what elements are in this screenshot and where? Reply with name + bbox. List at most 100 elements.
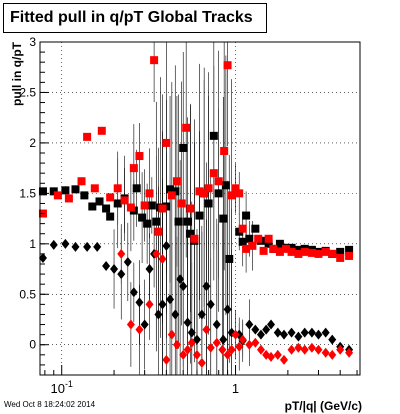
data-point-square	[248, 241, 257, 250]
data-point-diamond	[158, 299, 167, 310]
data-point-square	[242, 244, 251, 253]
y-tick-label: 0	[29, 338, 36, 352]
data-point-square	[238, 237, 247, 246]
data-point-square	[182, 123, 191, 132]
data-point-square	[120, 196, 129, 205]
data-point-diamond	[93, 241, 102, 252]
data-point-square	[345, 251, 354, 260]
data-point-diamond	[172, 339, 181, 350]
data-point-diamond	[321, 347, 330, 358]
data-point-square	[307, 248, 316, 257]
data-point-diamond	[245, 319, 254, 330]
y-tick-label: 1	[29, 237, 36, 251]
data-point-diamond	[183, 344, 192, 355]
data-point-square	[245, 234, 254, 243]
data-point-diamond	[162, 354, 171, 365]
data-point-diamond	[267, 351, 276, 362]
x-tick-label: 10-1	[50, 379, 72, 396]
data-point-square	[336, 253, 345, 262]
data-point-diamond	[202, 281, 211, 292]
data-point-diamond	[123, 256, 132, 267]
data-point-square	[328, 249, 337, 258]
data-point-square	[264, 239, 273, 248]
data-point-diamond	[71, 241, 80, 252]
data-point-square	[251, 224, 260, 233]
data-point-square	[214, 189, 223, 198]
y-tick-label: 2.5	[19, 85, 36, 99]
data-point-diamond	[300, 327, 309, 338]
data-point-square	[190, 234, 199, 243]
data-point-diamond	[129, 287, 138, 298]
data-point-diamond	[328, 334, 337, 345]
data-point-square	[314, 249, 323, 258]
data-point-square	[129, 164, 138, 173]
data-point-diamond	[179, 281, 188, 292]
data-point-square	[219, 214, 228, 223]
data-point-diamond	[314, 329, 323, 340]
data-point-diamond	[267, 319, 276, 330]
data-point-square	[281, 244, 290, 253]
data-point-square	[106, 212, 115, 221]
data-point-square	[135, 152, 144, 161]
data-point-diamond	[251, 337, 260, 348]
data-point-diamond	[307, 342, 316, 353]
data-point-square	[167, 191, 176, 200]
data-point-square	[294, 249, 303, 258]
data-point-square	[220, 146, 229, 155]
data-point-square	[209, 169, 218, 178]
data-point-square	[287, 247, 296, 256]
data-point-square	[174, 217, 183, 226]
data-point-diamond	[262, 324, 271, 335]
y-tick-label: 1.5	[19, 186, 36, 200]
data-point-diamond	[135, 297, 144, 308]
data-point-diamond	[202, 324, 211, 335]
data-point-diamond	[110, 264, 119, 275]
data-point-square	[275, 247, 284, 256]
data-point-square	[186, 229, 195, 238]
data-point-diamond	[345, 347, 354, 358]
data-point-square	[171, 187, 180, 196]
data-point-diamond	[256, 344, 265, 355]
data-point-diamond	[187, 337, 196, 348]
data-point-square	[177, 199, 186, 208]
data-point-square	[77, 177, 86, 186]
data-point-diamond	[235, 341, 244, 352]
plot-frame	[39, 41, 361, 376]
y-axis-label: pull in q/pT	[10, 41, 24, 106]
data-point-square	[242, 211, 251, 220]
data-point-square	[113, 199, 122, 208]
data-point-diamond	[238, 334, 247, 345]
data-point-square	[294, 245, 303, 254]
data-point-square	[106, 193, 115, 202]
data-point-square	[61, 186, 70, 195]
data-point-square	[140, 201, 149, 210]
data-point-square	[275, 239, 284, 248]
data-point-diamond	[83, 241, 92, 252]
data-point-diamond	[231, 329, 240, 340]
data-point-square	[147, 201, 156, 210]
data-point-square	[238, 224, 247, 233]
data-point-diamond	[49, 239, 58, 250]
data-point-square	[179, 143, 188, 152]
data-point-square	[321, 247, 330, 256]
data-point-diamond	[158, 253, 167, 264]
data-point-square	[71, 185, 80, 194]
data-point-diamond	[273, 327, 282, 338]
chart-title: Fitted pull in q/pT Global Tracks	[3, 3, 267, 33]
data-point-square	[259, 246, 268, 255]
data-point-diamond	[117, 269, 126, 280]
x-axis-label: pT/|q| (GeV/c)	[285, 399, 362, 413]
data-point-diamond	[336, 344, 345, 355]
data-point-square	[186, 204, 195, 213]
data-point-diamond	[328, 349, 337, 360]
data-point-square	[264, 234, 273, 243]
data-point-diamond	[287, 344, 296, 355]
data-point-square	[231, 184, 240, 193]
timestamp: Wed Oct 8 18:24:02 2014	[4, 400, 96, 409]
data-point-square	[235, 189, 244, 198]
data-point-square	[300, 247, 309, 256]
data-point-square	[97, 126, 106, 135]
data-point-square	[183, 217, 192, 226]
data-point-diamond	[256, 329, 265, 340]
